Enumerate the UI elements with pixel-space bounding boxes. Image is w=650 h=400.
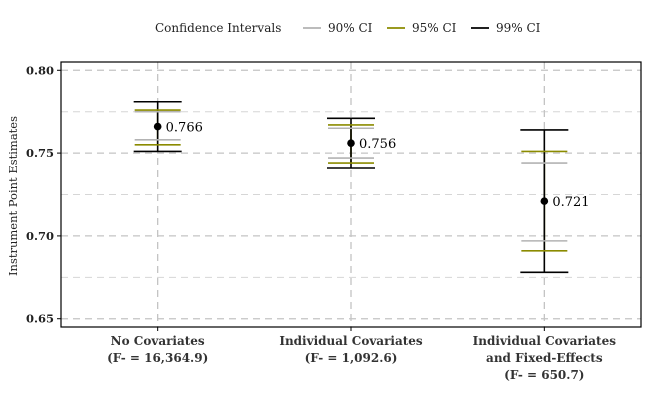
x-tick-label: No Covariates (111, 334, 205, 348)
point-estimate-label: 0.756 (359, 137, 396, 152)
point-estimate-label: 0.766 (166, 121, 203, 136)
y-tick-label: 0.80 (26, 63, 54, 77)
plot-area: 0.65 0.70 0.75 0.80 0.766 0.756 0.721 No Cova… (26, 61, 642, 382)
y-axis-title: Instrument Point Estimates (6, 116, 20, 276)
legend-label: 95% CI (412, 21, 457, 35)
legend-item: 95% CI (387, 21, 457, 35)
legend-title: Confidence Intervals (155, 21, 281, 35)
x-tick-label: Individual Covariates (473, 334, 617, 348)
legend-label: 90% CI (328, 21, 373, 35)
x-tick-label: (F- = 16,364.9) (107, 351, 208, 365)
errorbar-group: 0.721 (520, 129, 590, 274)
errorbar-group: 0.766 (133, 100, 203, 153)
y-tick-label: 0.70 (26, 229, 54, 243)
y-tick-label: 0.75 (26, 146, 54, 160)
point-estimate (347, 139, 355, 147)
y-tick-label: 0.65 (26, 312, 54, 326)
point-estimate-label: 0.721 (552, 195, 589, 210)
legend: Confidence Intervals 90% CI 95% CI 99% CI (155, 21, 541, 35)
legend-item: 90% CI (303, 21, 373, 35)
legend-item: 99% CI (471, 21, 541, 35)
point-estimate (540, 197, 549, 205)
legend-label: 99% CI (496, 21, 541, 35)
x-tick-label: Individual Covariates (279, 334, 423, 348)
x-tick-label: (F- = 1,092.6) (305, 351, 398, 365)
point-estimate (153, 122, 162, 131)
x-tick-label: and Fixed-Effects (486, 351, 603, 365)
x-tick-label: (F- = 650.7) (504, 368, 584, 382)
errorbar-group: 0.756 (327, 117, 396, 169)
